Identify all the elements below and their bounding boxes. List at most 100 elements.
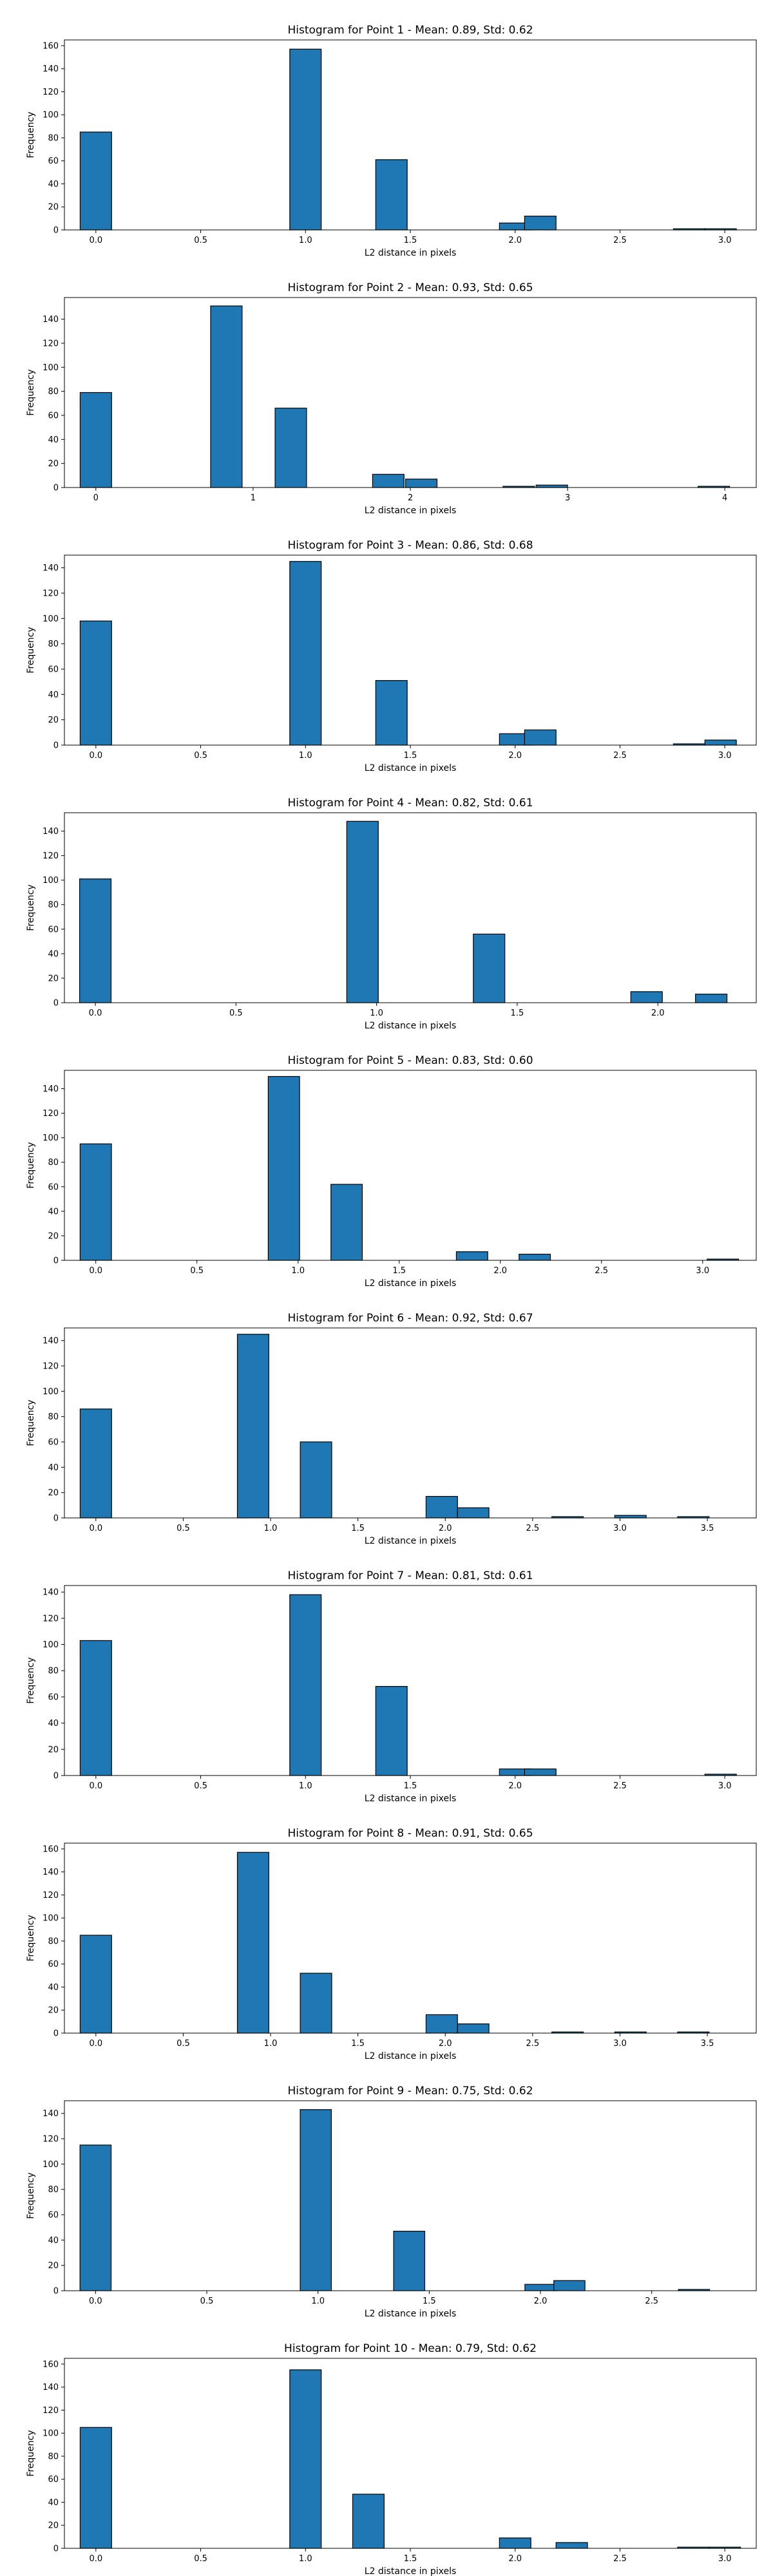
chart-title: Histogram for Point 1 - Mean: 0.89, Std:…: [287, 24, 533, 37]
x-tick-label: 1.0: [264, 1524, 278, 1533]
x-tick-label: 0.0: [89, 236, 102, 245]
y-tick-label: 80: [48, 2185, 59, 2195]
chart-title: Histogram for Point 9 - Mean: 0.75, Std:…: [287, 2085, 533, 2098]
y-tick-label: 60: [48, 411, 59, 421]
histogram-bar: [425, 1495, 458, 1519]
y-tick-label: 120: [43, 851, 59, 861]
y-tick-label: 20: [48, 974, 59, 983]
y-tick-label: 100: [43, 1640, 59, 1650]
histogram-chart-2: Histogram for Point 2 - Mean: 0.93, Std:…: [26, 281, 757, 515]
y-tick-label: 40: [48, 2498, 59, 2508]
y-tick-label: 100: [43, 2429, 59, 2439]
y-tick-label: 80: [48, 387, 59, 397]
x-tick-label: 1.5: [404, 236, 417, 245]
y-tick-label: 100: [43, 614, 59, 624]
x-tick-label: 0.0: [89, 2554, 102, 2564]
histogram-chart-6: Histogram for Point 6 - Mean: 0.92, Std:…: [26, 1312, 757, 1546]
y-tick-label: 40: [48, 1207, 59, 1217]
histogram-bar: [79, 1143, 112, 1261]
y-tick-label: 40: [48, 435, 59, 445]
histogram-bar: [79, 1408, 112, 1519]
y-tick-label: 80: [48, 900, 59, 910]
y-tick-label: 120: [43, 1109, 59, 1119]
histogram-bar: [457, 1507, 490, 1519]
y-tick-label: 120: [43, 1891, 59, 1900]
chart-title: Histogram for Point 5 - Mean: 0.83, Std:…: [287, 1054, 533, 1067]
histogram-bar: [300, 1973, 332, 2034]
x-axis-label: L2 distance in pixels: [365, 2051, 457, 2061]
x-axis-label: L2 distance in pixels: [365, 763, 457, 773]
x-tick-label: 0.5: [229, 1009, 243, 1018]
histogram-bar: [236, 1852, 269, 2034]
axes-frame: [64, 1585, 757, 1776]
y-tick-label: 120: [43, 2406, 59, 2416]
x-tick-label: 1.0: [291, 1266, 305, 1276]
y-tick-label: 60: [48, 156, 59, 166]
x-tick-label: 1.0: [370, 1009, 383, 1018]
histogram-bar: [457, 2023, 490, 2034]
chart-title: Histogram for Point 2 - Mean: 0.93, Std:…: [287, 281, 533, 294]
x-tick-label: 1.5: [351, 1524, 365, 1533]
x-tick-label: 1.5: [392, 1266, 406, 1276]
histogram-chart-10: Histogram for Point 10 - Mean: 0.79, Std…: [26, 2342, 757, 2576]
x-tick-label: 2.0: [493, 1266, 507, 1276]
x-tick-label: 0.0: [89, 751, 102, 761]
x-tick-label: 1.5: [511, 1009, 524, 1018]
histogram-bar: [555, 2542, 588, 2549]
y-tick-label: 0: [53, 2287, 59, 2297]
x-axis-label: L2 distance in pixels: [365, 1536, 457, 1546]
y-tick-label: 20: [48, 2261, 59, 2271]
y-tick-label: 100: [43, 111, 59, 120]
x-tick-label: 2.5: [595, 1266, 608, 1276]
histogram-bar: [455, 1251, 488, 1261]
histogram-chart-7: Histogram for Point 7 - Mean: 0.81, Std:…: [26, 1569, 757, 1803]
histogram-bar: [79, 1935, 112, 2034]
x-tick-label: 0.5: [190, 1266, 204, 1276]
y-tick-label: 40: [48, 180, 59, 189]
axes-frame: [64, 554, 757, 746]
axes-frame: [64, 2100, 757, 2291]
y-axis-label: Frequency: [26, 1399, 36, 1446]
axes-frame: [64, 39, 757, 231]
y-tick-label: 0: [53, 741, 59, 751]
x-axis-label: L2 distance in pixels: [365, 248, 457, 258]
y-tick-label: 100: [43, 876, 59, 886]
histogram-bar: [79, 1640, 112, 1776]
x-tick-label: 2.5: [526, 1524, 540, 1533]
y-axis-label: Frequency: [26, 1915, 36, 1961]
histogram-chart-3: Histogram for Point 3 - Mean: 0.86, Std:…: [26, 539, 757, 773]
histogram-bar: [425, 2014, 458, 2034]
y-tick-label: 140: [43, 1588, 59, 1598]
x-tick-label: 2.5: [613, 2554, 627, 2564]
y-tick-label: 80: [48, 639, 59, 649]
y-tick-label: 140: [43, 564, 59, 573]
y-tick-label: 40: [48, 949, 59, 959]
y-tick-label: 0: [53, 999, 59, 1009]
y-tick-label: 60: [48, 1182, 59, 1192]
x-axis-label: L2 distance in pixels: [365, 2566, 457, 2576]
y-tick-label: 60: [48, 2211, 59, 2221]
x-tick-label: 2.0: [508, 236, 522, 245]
x-tick-label: 0.5: [194, 236, 207, 245]
histogram-bar: [695, 994, 728, 1003]
x-tick-label: 0.0: [89, 2297, 102, 2306]
x-tick-label: 0.0: [89, 1524, 102, 1533]
x-axis-label: L2 distance in pixels: [365, 1278, 457, 1288]
y-tick-label: 60: [48, 925, 59, 934]
x-tick-label: 1.5: [404, 751, 417, 761]
y-tick-label: 140: [43, 2383, 59, 2392]
histogram-bar: [346, 820, 379, 1003]
x-tick-label: 1.5: [351, 2039, 365, 2049]
y-tick-label: 120: [43, 2135, 59, 2145]
x-tick-label: 0.0: [89, 1009, 102, 1018]
y-tick-label: 160: [43, 41, 59, 51]
histogram-bar: [524, 1768, 557, 1776]
x-tick-label: 1.0: [299, 236, 312, 245]
y-tick-label: 20: [48, 2521, 59, 2531]
x-tick-label: 3.0: [696, 1266, 709, 1276]
y-tick-label: 60: [48, 2475, 59, 2485]
axes-frame: [64, 2358, 757, 2549]
histogram-bar: [267, 1075, 300, 1261]
x-tick-label: 3.0: [718, 236, 732, 245]
histogram-bar: [553, 2280, 586, 2291]
